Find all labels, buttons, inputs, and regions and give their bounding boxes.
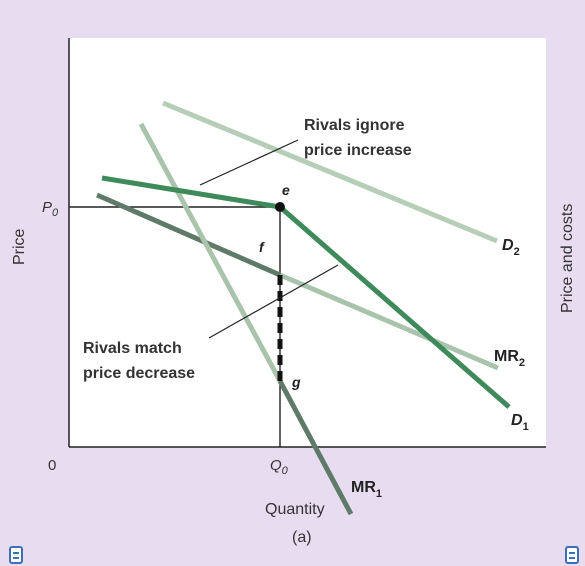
mr1-curve xyxy=(138,122,283,383)
point-e-marker xyxy=(275,202,285,212)
point-e-label: e xyxy=(282,182,290,198)
annotation-ignore-line2: price increase xyxy=(304,142,412,159)
annotation-ignore-line1: Rivals ignore xyxy=(304,117,405,134)
annotation-match-line2: price decrease xyxy=(83,365,195,382)
document-icon[interactable] xyxy=(9,546,23,564)
p0-label: P0 xyxy=(42,199,59,219)
q0-label: Q0 xyxy=(270,457,289,477)
d1-curve xyxy=(278,205,511,409)
d2-curve xyxy=(162,100,498,244)
mr2-label: MR2 xyxy=(494,348,525,369)
origin-label: 0 xyxy=(48,457,56,474)
match-leader-line xyxy=(208,264,339,339)
annotation-match-line1: Rivals match xyxy=(83,340,182,357)
plot-area xyxy=(69,38,546,447)
mr1-kinked-segment xyxy=(277,379,354,516)
kinked-demand-segment xyxy=(101,175,281,210)
point-f-label: f xyxy=(259,239,265,255)
document-icon[interactable] xyxy=(565,546,579,564)
y-axis-title-left: Price xyxy=(11,228,28,265)
point-g-label: g xyxy=(291,374,301,390)
ignore-leader-line xyxy=(199,139,299,186)
panel-label: (a) xyxy=(292,529,312,546)
y-axis-title-right: Price and costs xyxy=(559,204,576,313)
mr2-kinked-segment xyxy=(95,192,282,278)
d1-label: D1 xyxy=(511,412,529,433)
mr2-curve xyxy=(279,272,499,371)
d2-label: D2 xyxy=(502,237,520,258)
mr1-label: MR1 xyxy=(351,479,382,500)
x-axis-title: Quantity xyxy=(265,501,325,518)
